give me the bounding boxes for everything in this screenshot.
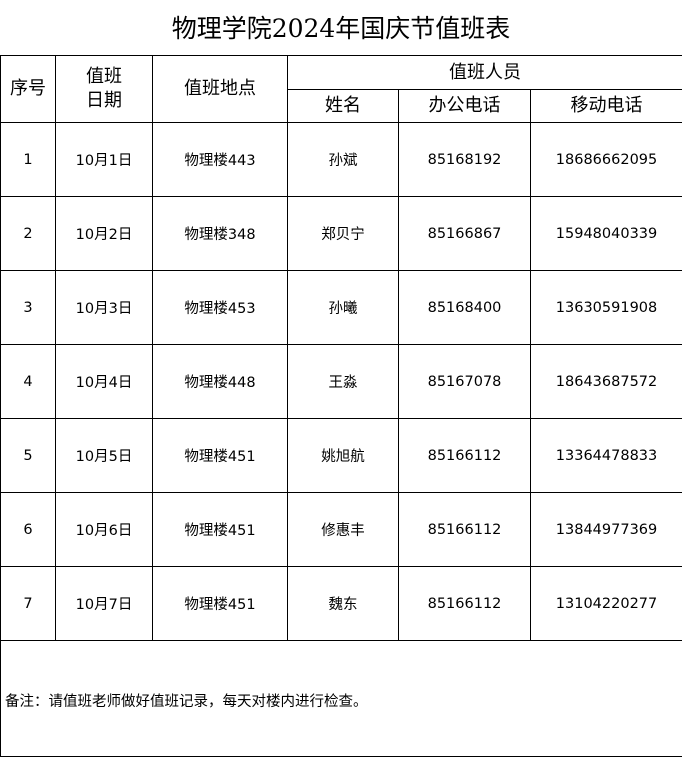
cell-index: 1	[0, 122, 56, 197]
cell-date: 10月1日	[55, 122, 153, 197]
cell-index: 4	[0, 344, 56, 419]
table-row: 1 10月1日 物理楼443 孙斌 85168192 18686662095	[0, 122, 682, 197]
cell-date: 10月2日	[55, 196, 153, 271]
cell-mobile-phone: 15948040339	[529, 196, 682, 271]
cell-index: 7	[0, 566, 56, 641]
table-row: 3 10月3日 物理楼453 孙曦 85168400 13630591908	[0, 270, 682, 345]
cell-mobile-phone: 13844977369	[529, 492, 682, 567]
cell-name: 郑贝宁	[287, 196, 399, 271]
cell-location: 物理楼448	[152, 344, 288, 419]
header-mobile-phone: 移动电话	[529, 89, 682, 123]
table-row: 4 10月4日 物理楼448 王淼 85167078 18643687572	[0, 344, 682, 419]
note-text: 备注：请值班老师做好值班记录，每天对楼内进行检查。	[0, 640, 682, 757]
duty-table: 序号 值班 日期 值班地点 值班人员 姓名 办公电话 移动电话 1 10月1日 物理楼…	[0, 55, 682, 757]
cell-index: 3	[0, 270, 56, 345]
cell-name: 孙曦	[287, 270, 399, 345]
cell-office-phone: 85166112	[398, 492, 531, 567]
cell-location: 物理楼443	[152, 122, 288, 197]
cell-date: 10月4日	[55, 344, 153, 419]
cell-index: 6	[0, 492, 56, 567]
cell-name: 王淼	[287, 344, 399, 419]
cell-location: 物理楼451	[152, 492, 288, 567]
cell-name: 孙斌	[287, 122, 399, 197]
cell-date: 10月6日	[55, 492, 153, 567]
header-date-line2: 日期	[86, 90, 122, 111]
cell-index: 5	[0, 418, 56, 493]
header-name: 姓名	[287, 89, 399, 123]
header-office-phone: 办公电话	[398, 89, 531, 123]
header-date: 值班 日期	[55, 55, 153, 123]
cell-name: 魏东	[287, 566, 399, 641]
cell-office-phone: 85168400	[398, 270, 531, 345]
cell-name: 修惠丰	[287, 492, 399, 567]
cell-office-phone: 85168192	[398, 122, 531, 197]
cell-date: 10月5日	[55, 418, 153, 493]
table-row: 5 10月5日 物理楼451 姚旭航 85166112 13364478833	[0, 418, 682, 493]
table-row: 7 10月7日 物理楼451 魏东 85166112 13104220277	[0, 566, 682, 641]
header-index: 序号	[0, 55, 56, 123]
cell-date: 10月7日	[55, 566, 153, 641]
cell-mobile-phone: 18643687572	[529, 344, 682, 419]
cell-index: 2	[0, 196, 56, 271]
cell-location: 物理楼348	[152, 196, 288, 271]
cell-date: 10月3日	[55, 270, 153, 345]
cell-name: 姚旭航	[287, 418, 399, 493]
header-date-line1: 值班	[86, 66, 122, 87]
cell-location: 物理楼453	[152, 270, 288, 345]
header-staff: 值班人员	[286, 55, 682, 90]
cell-location: 物理楼451	[152, 418, 288, 493]
cell-office-phone: 85166112	[398, 566, 531, 641]
cell-mobile-phone: 13630591908	[529, 270, 682, 345]
cell-office-phone: 85166867	[398, 196, 531, 271]
cell-mobile-phone: 13364478833	[529, 418, 682, 493]
table-row: 2 10月2日 物理楼348 郑贝宁 85166867 15948040339	[0, 196, 682, 271]
header-location: 值班地点	[152, 55, 288, 123]
cell-location: 物理楼451	[152, 566, 288, 641]
page-title: 物理学院2024年国庆节值班表	[171, 14, 511, 43]
cell-mobile-phone: 13104220277	[529, 566, 682, 641]
cell-mobile-phone: 18686662095	[529, 122, 682, 197]
cell-office-phone: 85166112	[398, 418, 531, 493]
note-row: 备注：请值班老师做好值班记录，每天对楼内进行检查。	[0, 640, 682, 757]
cell-office-phone: 85167078	[398, 344, 531, 419]
table-row: 6 10月6日 物理楼451 修惠丰 85166112 13844977369	[0, 492, 682, 567]
